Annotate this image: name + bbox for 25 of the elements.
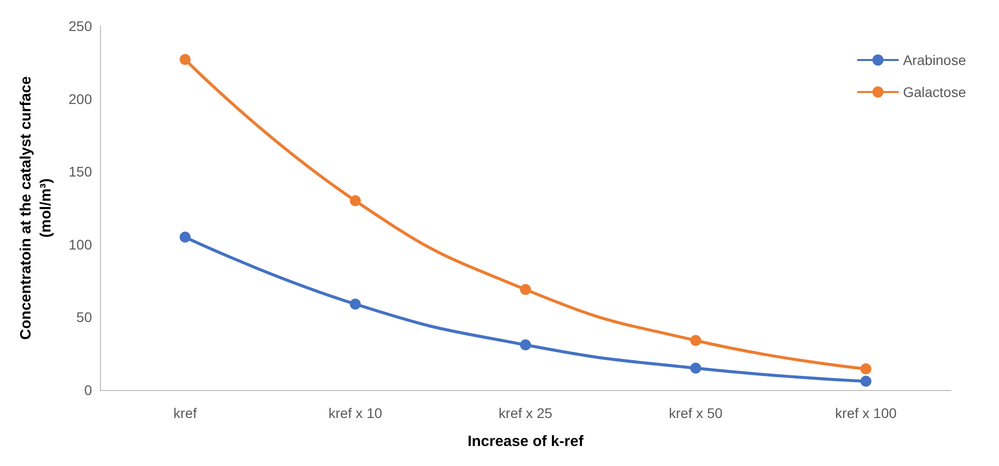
legend-label: Galactose (902, 84, 966, 100)
point (860, 363, 872, 374)
y-tick-label: 250 (68, 18, 92, 34)
y-tick-label: 150 (68, 164, 92, 180)
point (690, 362, 702, 374)
y-axis-title: Concentratoin at the catalyst curface (mol/m³) (18, 76, 54, 340)
point (180, 54, 191, 65)
y-tick-label: 200 (68, 90, 92, 107)
point (690, 335, 702, 346)
point (350, 298, 361, 310)
x-tick-label: kref x 50 (668, 405, 723, 421)
point (860, 376, 872, 387)
x-tick-label: kref x 100 (835, 405, 897, 421)
y-tick-label: 50 (76, 309, 92, 326)
x-tick-label: kref (173, 405, 197, 421)
x-axis-title: Increase of k-ref (468, 433, 584, 450)
point (350, 195, 361, 206)
legend-label: Arabinose (902, 52, 966, 68)
x-tick-label: kref x 10 (328, 405, 382, 421)
y-tick-label: 0 (84, 382, 92, 398)
x-tick-label: kref x 25 (498, 405, 553, 421)
point (520, 284, 531, 296)
point (180, 232, 191, 243)
y-tick-label: 100 (68, 236, 92, 252)
point (520, 339, 531, 350)
